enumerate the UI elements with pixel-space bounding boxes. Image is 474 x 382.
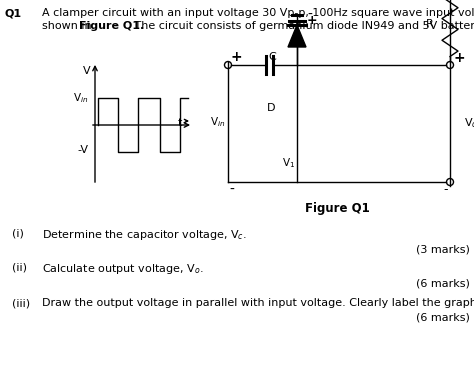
Polygon shape bbox=[288, 25, 306, 47]
Text: A clamper circuit with an input voltage 30 Vp-p, 100Hz square wave input voltage: A clamper circuit with an input voltage … bbox=[42, 8, 474, 18]
Text: -: - bbox=[307, 8, 312, 22]
Text: (i): (i) bbox=[12, 228, 24, 238]
Text: (6 marks): (6 marks) bbox=[416, 313, 470, 323]
Text: Calculate output voltage, V$_o$.: Calculate output voltage, V$_o$. bbox=[42, 262, 203, 276]
Text: V$_{in}$: V$_{in}$ bbox=[73, 91, 88, 105]
Text: (ii): (ii) bbox=[12, 262, 27, 272]
Text: +: + bbox=[231, 50, 243, 64]
Text: -V: -V bbox=[77, 145, 88, 155]
Text: V$_{in}$: V$_{in}$ bbox=[210, 115, 225, 129]
Text: D: D bbox=[266, 103, 275, 113]
Text: V$_{out}$: V$_{out}$ bbox=[464, 117, 474, 130]
Text: t: t bbox=[178, 118, 182, 128]
Text: -: - bbox=[229, 183, 235, 197]
Text: Draw the output voltage in parallel with input voltage. Clearly label the graph.: Draw the output voltage in parallel with… bbox=[42, 298, 474, 308]
Text: +: + bbox=[454, 51, 465, 65]
Text: -: - bbox=[444, 183, 448, 196]
Text: R: R bbox=[426, 19, 434, 29]
Text: (3 marks): (3 marks) bbox=[416, 244, 470, 254]
Text: Q1: Q1 bbox=[5, 8, 22, 18]
Text: The circuit consists of germanium diode IN949 and 5V battery.: The circuit consists of germanium diode … bbox=[131, 21, 474, 31]
Text: V: V bbox=[83, 66, 91, 76]
Text: shown in: shown in bbox=[42, 21, 95, 31]
Text: C: C bbox=[268, 52, 276, 62]
Text: Figure Q1: Figure Q1 bbox=[305, 202, 369, 215]
Text: (iii): (iii) bbox=[12, 298, 30, 308]
Text: +: + bbox=[307, 15, 318, 28]
Text: Determine the capacitor voltage, V$_c$.: Determine the capacitor voltage, V$_c$. bbox=[42, 228, 247, 242]
Text: (6 marks): (6 marks) bbox=[416, 278, 470, 288]
Text: Figure Q1.: Figure Q1. bbox=[79, 21, 144, 31]
Text: V$_{1}$: V$_{1}$ bbox=[282, 156, 295, 170]
